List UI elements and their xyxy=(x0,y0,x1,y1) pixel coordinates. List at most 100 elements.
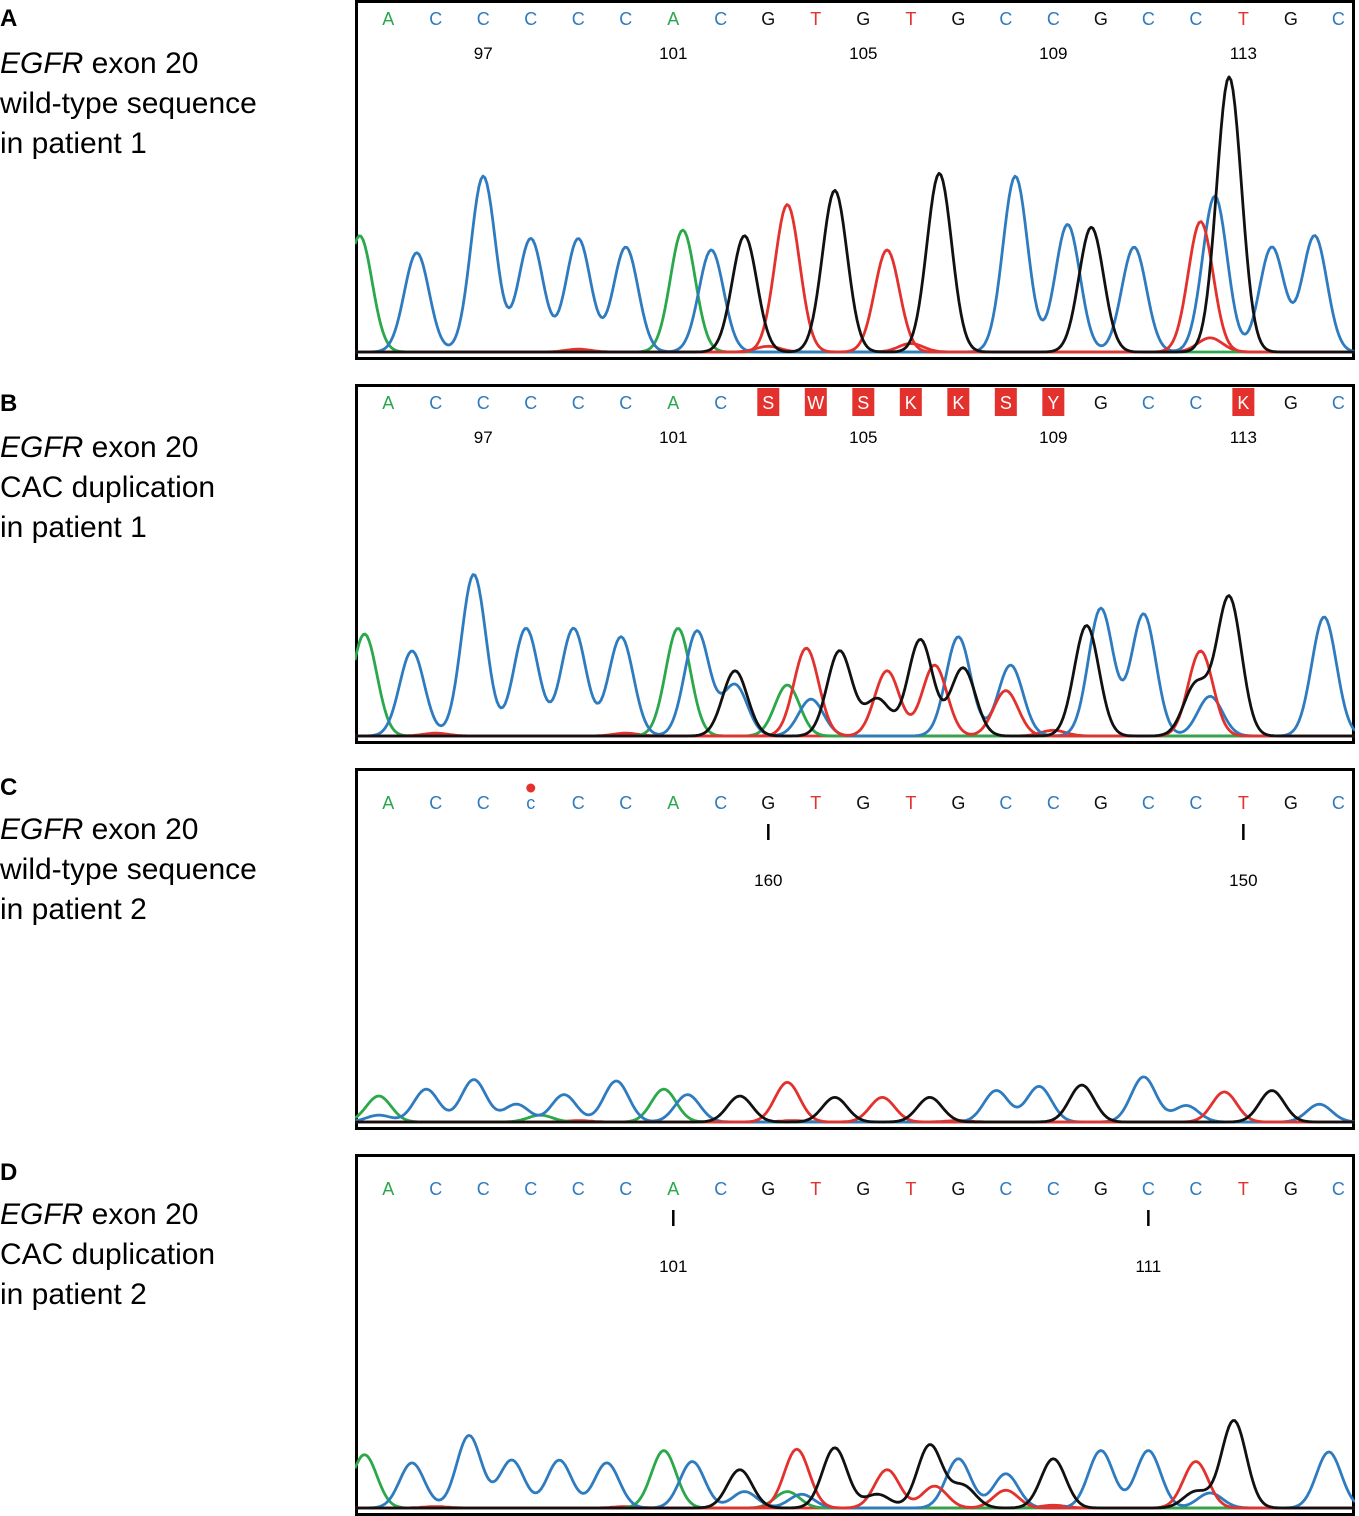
position-label: 97 xyxy=(474,44,493,63)
position-label: 111 xyxy=(1135,1257,1161,1276)
caption-line-3: in patient 1 xyxy=(0,127,147,160)
base-call: G xyxy=(951,9,965,29)
base-call: G xyxy=(1284,793,1298,813)
panel-caption: EGFR exon 20 CAC duplication in patient … xyxy=(0,1195,215,1315)
base-call: C xyxy=(619,793,632,813)
base-call: C xyxy=(1189,793,1202,813)
base-call: C xyxy=(429,793,442,813)
caption-line-2: CAC duplication xyxy=(0,1238,216,1271)
ambiguous-base-box xyxy=(757,388,780,416)
base-call: G xyxy=(1284,393,1298,413)
position-label: 109 xyxy=(1039,44,1067,63)
base-call: c xyxy=(526,793,535,813)
base-call: C xyxy=(1142,9,1155,29)
base-call: A xyxy=(382,9,394,29)
ambiguous-base-box xyxy=(1042,388,1065,416)
base-call: C xyxy=(1142,1179,1155,1199)
base-call: C xyxy=(714,393,727,413)
base-call: T xyxy=(905,793,916,813)
base-call: T xyxy=(810,9,821,29)
position-label: 101 xyxy=(659,44,687,63)
base-call: T xyxy=(905,9,916,29)
base-call: K xyxy=(1237,393,1249,413)
base-call: C xyxy=(572,393,585,413)
base-call: C xyxy=(1332,1179,1345,1199)
base-call: C xyxy=(572,1179,585,1199)
trace-a xyxy=(355,1449,1355,1510)
caption-line-1: EGFR exon 20 xyxy=(0,44,257,84)
base-call: C xyxy=(619,393,632,413)
base-call: C xyxy=(999,793,1012,813)
base-call: C xyxy=(429,1179,442,1199)
base-call: C xyxy=(1189,1179,1202,1199)
panel-caption: EGFR exon 20 CAC duplication in patient … xyxy=(0,428,215,548)
ambiguous-base-box xyxy=(1232,388,1255,416)
base-call: S xyxy=(857,393,869,413)
exon-label: exon 20 xyxy=(83,47,199,80)
trace-c xyxy=(355,573,1355,738)
panel-caption: EGFR exon 20 wild-type sequence in patie… xyxy=(0,810,257,930)
trace-g xyxy=(355,594,1355,738)
base-call: C xyxy=(999,9,1012,29)
base-call: C xyxy=(524,393,537,413)
base-call: C xyxy=(1332,393,1345,413)
position-label: 97 xyxy=(474,428,493,447)
base-call: K xyxy=(952,393,964,413)
position-label: 150 xyxy=(1229,871,1257,890)
trace-g xyxy=(355,75,1355,354)
base-call: A xyxy=(667,9,679,29)
base-call: G xyxy=(856,793,870,813)
base-call: G xyxy=(1094,1179,1108,1199)
caption-line-2: CAC duplication xyxy=(0,471,216,504)
base-call: G xyxy=(856,1179,870,1199)
caption-line-3: in patient 2 xyxy=(0,893,147,926)
base-call: W xyxy=(807,393,824,413)
base-call: C xyxy=(477,793,490,813)
marked-base-dot xyxy=(526,783,536,793)
panel-caption: EGFR exon 20 wild-type sequence in patie… xyxy=(0,44,257,164)
base-call: G xyxy=(1094,9,1108,29)
base-call: C xyxy=(1332,793,1345,813)
base-call: C xyxy=(1332,9,1345,29)
trace-g xyxy=(355,1083,1355,1124)
position-label: 109 xyxy=(1039,428,1067,447)
trace-g xyxy=(355,1419,1355,1510)
base-call: G xyxy=(1284,9,1298,29)
trace-c xyxy=(355,174,1355,354)
gene-name: EGFR xyxy=(0,431,84,464)
base-call: T xyxy=(905,1179,916,1199)
ambiguous-base-box xyxy=(947,388,970,416)
base-call: A xyxy=(667,1179,679,1199)
trace-t xyxy=(355,203,1355,354)
base-call: C xyxy=(429,393,442,413)
gene-name: EGFR xyxy=(0,813,84,846)
base-call: Y xyxy=(1047,393,1059,413)
panel-label: D xyxy=(0,1159,18,1186)
base-call: K xyxy=(905,393,917,413)
base-call: C xyxy=(619,1179,632,1199)
plot-frame xyxy=(355,768,1355,1130)
panel-label: A xyxy=(0,5,18,32)
base-call: S xyxy=(762,393,774,413)
base-call: G xyxy=(1094,393,1108,413)
base-call: C xyxy=(1142,393,1155,413)
base-call: G xyxy=(856,9,870,29)
plot-frame xyxy=(355,1154,1355,1516)
base-call: T xyxy=(810,1179,821,1199)
base-call: C xyxy=(1142,793,1155,813)
position-label: 101 xyxy=(659,428,687,447)
gene-name: EGFR xyxy=(0,47,84,80)
base-call: G xyxy=(761,1179,775,1199)
ambiguous-base-box xyxy=(899,388,922,416)
gene-name: EGFR xyxy=(0,1198,84,1231)
base-call: C xyxy=(714,9,727,29)
base-call: A xyxy=(667,793,679,813)
plot-frame xyxy=(355,0,1355,360)
base-call: S xyxy=(1000,393,1012,413)
base-call: C xyxy=(1189,9,1202,29)
base-call: C xyxy=(477,393,490,413)
exon-label: exon 20 xyxy=(83,813,199,846)
base-call: T xyxy=(1238,793,1249,813)
base-call: C xyxy=(524,9,537,29)
